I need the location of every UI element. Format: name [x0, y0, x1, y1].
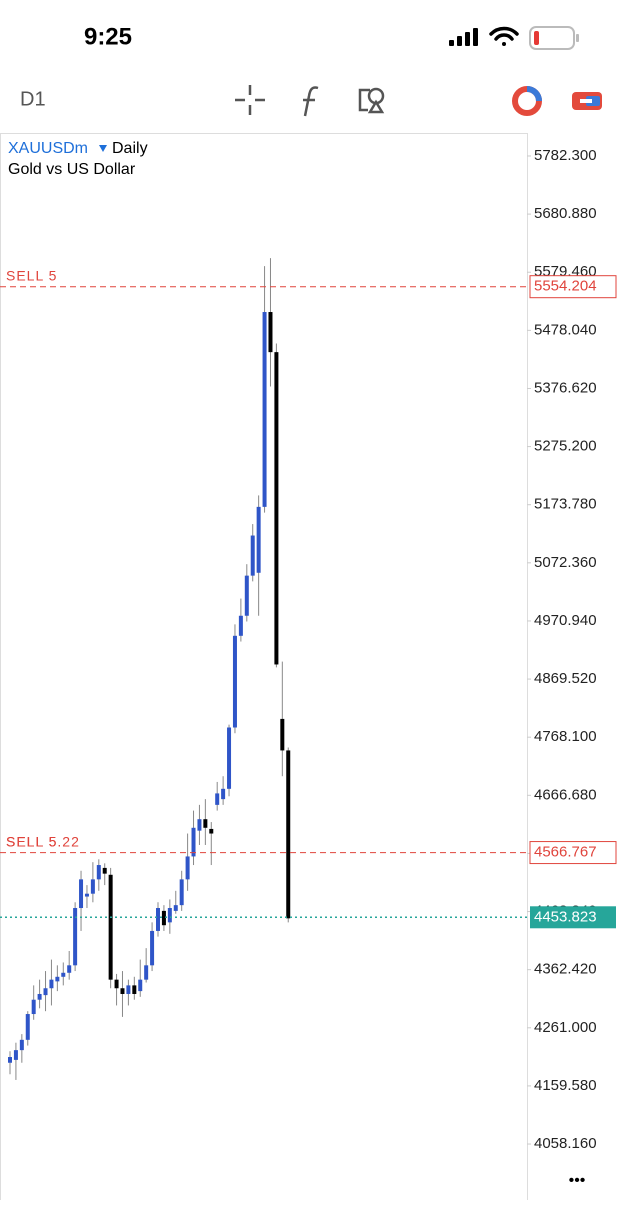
- candle-body: [203, 819, 208, 828]
- period: Daily: [112, 140, 148, 157]
- candle-body: [73, 908, 78, 966]
- y-tick-label: 4869.520: [534, 670, 597, 687]
- chart-frame: [0, 133, 528, 1204]
- candle-body: [244, 575, 249, 616]
- candle-body: [13, 1050, 18, 1060]
- candle-body: [232, 635, 237, 728]
- y-tick-label: 4768.100: [534, 728, 597, 745]
- candle-body: [238, 615, 243, 636]
- candle-body: [138, 979, 143, 992]
- candle-body: [96, 865, 101, 880]
- candle-body: [250, 535, 255, 576]
- price-tag: [529, 841, 617, 865]
- candle-body: [156, 908, 160, 931]
- order-label: SELL 5: [6, 267, 57, 283]
- subtitle: Gold vs US Dollar: [8, 161, 136, 178]
- candle-body: [209, 828, 214, 834]
- y-tick-label: 4362.420: [534, 961, 597, 978]
- objects-icon[interactable]: [358, 87, 385, 114]
- y-tick-label: 4058.160: [534, 1135, 597, 1152]
- y-tick-label: 5376.620: [534, 379, 597, 396]
- indicator-icon[interactable]: [303, 86, 319, 117]
- clock: 9:25: [84, 23, 132, 50]
- timeframe[interactable]: D1: [20, 88, 46, 110]
- candle-body: [173, 905, 178, 911]
- candle-body: [185, 856, 190, 880]
- bid-tag-label: 4453.823: [534, 908, 597, 925]
- crosshair-icon[interactable]: [235, 85, 265, 115]
- candle-body: [274, 352, 279, 665]
- trade-icon[interactable]: [512, 86, 542, 116]
- price-tag-label: 5554.204: [534, 278, 597, 295]
- candle-body: [167, 908, 172, 923]
- candle-body: [179, 879, 184, 906]
- candle-body: [286, 750, 291, 919]
- candle-body: [114, 979, 119, 989]
- candle-body: [102, 867, 107, 874]
- candle-body: [55, 976, 60, 982]
- order-label: SELL 5: [6, 833, 57, 849]
- candle-body: [67, 965, 72, 973]
- more-button[interactable]: •••: [569, 1172, 586, 1189]
- candle-body: [215, 793, 220, 805]
- candle-body: [8, 1057, 12, 1063]
- candle-body: [262, 312, 267, 507]
- y-tick-label: 4970.940: [534, 612, 597, 629]
- y-tick-label: 5173.780: [534, 496, 597, 513]
- signal: [449, 28, 478, 46]
- candle-body: [61, 972, 66, 977]
- candle-body: [227, 727, 232, 789]
- candle-body: [280, 718, 285, 751]
- candle-body: [120, 988, 125, 994]
- account-icon[interactable]: [572, 92, 602, 110]
- candle-body: [221, 788, 226, 800]
- order-label: SELL 5.22: [6, 833, 80, 849]
- candle-body: [150, 930, 155, 966]
- bid-tag: [530, 906, 616, 929]
- candle-body: [161, 910, 166, 926]
- wifi: [489, 26, 519, 46]
- candle-body: [37, 993, 42, 1000]
- y-tick-label: 5782.300: [534, 147, 597, 164]
- candle-body: [31, 999, 36, 1015]
- candle-body: [256, 506, 261, 573]
- y-tick-label: 5072.360: [534, 554, 597, 571]
- y-tick-label: 5680.880: [534, 205, 597, 222]
- y-tick-label: 4666.680: [534, 786, 597, 803]
- y-tick-label: 4261.000: [534, 1019, 597, 1036]
- y-tick-label: 5478.040: [534, 321, 597, 338]
- y-tick-label: 5275.200: [534, 438, 597, 455]
- plot: 5782.3005680.8805579.4605478.0405376.620…: [0, 147, 617, 1152]
- candle-body: [19, 1039, 24, 1051]
- y-tick-label: 4159.580: [534, 1077, 597, 1094]
- battery: [529, 26, 579, 50]
- candle-body: [84, 893, 89, 897]
- candle-body: [144, 965, 149, 980]
- candle-body: [197, 819, 202, 831]
- candle-body: [25, 1014, 30, 1040]
- candle-body: [108, 874, 113, 980]
- candle-body: [43, 988, 48, 996]
- candle-body: [90, 879, 95, 894]
- candle-body: [49, 979, 54, 989]
- candle-body: [126, 985, 131, 994]
- symbol-dropdown[interactable]: [99, 145, 107, 152]
- candle-body: [191, 827, 196, 857]
- candle-body: [79, 879, 84, 909]
- price-tag: [529, 275, 617, 299]
- candle-body: [268, 312, 273, 353]
- symbol[interactable]: XAUUSDm: [8, 140, 88, 157]
- candle-body: [132, 985, 137, 994]
- price-tag-label: 4566.767: [534, 844, 597, 861]
